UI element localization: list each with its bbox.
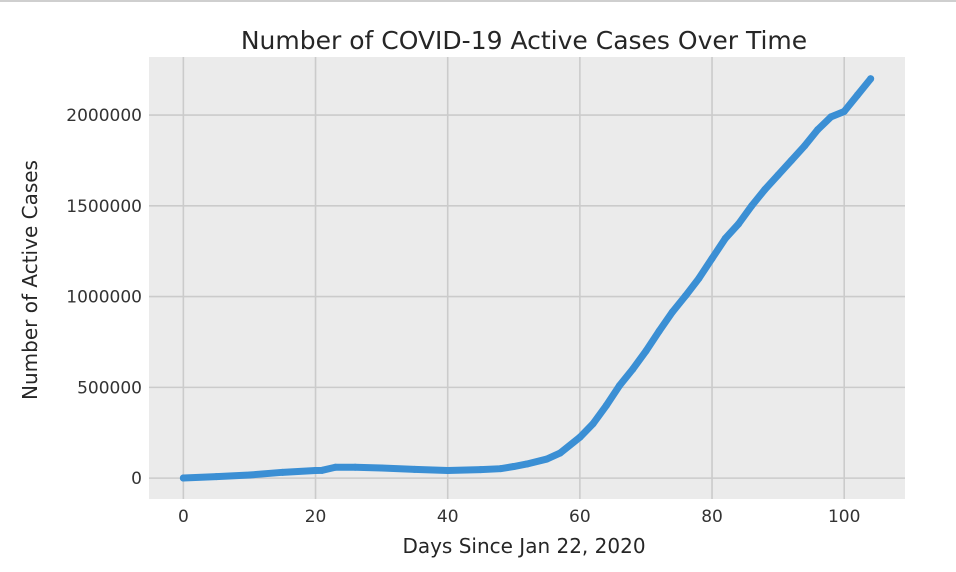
data-point [523,460,531,468]
data-point [318,466,326,474]
data-point [556,449,564,457]
data-point [602,402,610,410]
data-point [378,464,386,472]
y-tick-labels: 0 500000 1000000 1500000 2000000 [66,106,142,489]
data-point [444,467,452,475]
data-point [411,465,419,473]
data-point [331,463,339,471]
data-point [801,142,809,150]
top-border [0,0,956,2]
data-point [477,466,485,474]
x-tick-label: 60 [569,507,591,527]
data-point [629,365,637,373]
data-point [840,107,848,115]
data-point [748,202,756,210]
y-tick-label: 1500000 [66,197,142,217]
data-point [853,91,861,99]
x-tick-label: 20 [305,507,327,527]
series-layer [179,75,875,482]
data-point [668,308,676,316]
data-point [827,113,835,121]
x-tick-label: 40 [437,507,459,527]
y-axis-label: Number of Active Cases [18,160,42,400]
data-point [245,471,253,479]
data-point [616,382,624,390]
data-point [655,327,663,335]
data-point [734,220,742,228]
data-point [543,455,551,463]
y-tick-label: 500000 [77,378,142,398]
x-tick-label: 80 [701,507,723,527]
data-point [212,473,220,481]
data-point [761,186,769,194]
x-tick-label: 0 [178,507,189,527]
data-point [695,274,703,282]
x-tick-label: 100 [828,507,860,527]
data-point [497,465,505,473]
data-point [351,463,359,471]
data-point [708,254,716,262]
y-tick-label: 0 [131,469,142,489]
data-point [774,171,782,179]
data-point [278,468,286,476]
data-point [814,126,822,134]
data-point [312,467,320,475]
grid-lines [149,57,905,499]
y-tick-label: 1000000 [66,288,142,308]
plot-area [149,57,905,499]
x-axis-label: Days Since Jan 22, 2020 [402,534,645,558]
data-point [721,235,729,243]
data-point [682,292,690,300]
data-point [576,433,584,441]
data-point [642,347,650,355]
data-point [589,420,597,428]
y-tick-label: 2000000 [66,106,142,126]
chart-title: Number of COVID-19 Active Cases Over Tim… [241,26,807,55]
data-point [510,463,518,471]
series-line [179,75,875,482]
data-point [787,156,795,164]
data-point [179,474,187,482]
x-tick-labels: 0 20 40 60 80 100 [178,507,860,527]
data-point [867,75,875,83]
